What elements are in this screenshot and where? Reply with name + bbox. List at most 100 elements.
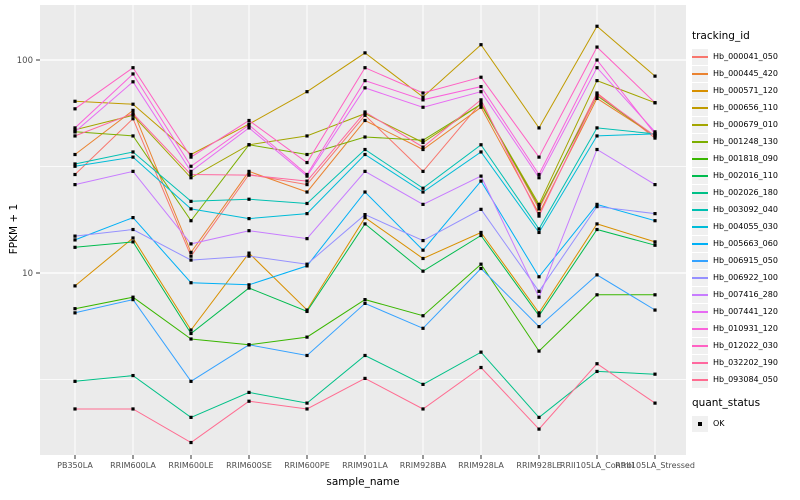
data-point bbox=[247, 286, 251, 290]
data-point bbox=[653, 74, 657, 78]
data-point bbox=[479, 365, 483, 370]
data-point bbox=[131, 295, 135, 299]
data-point bbox=[595, 79, 599, 83]
data-point bbox=[421, 140, 425, 145]
data-point bbox=[479, 179, 483, 183]
series-color-line bbox=[692, 293, 708, 296]
legend-item: Hb_002016_110 bbox=[692, 167, 778, 184]
data-point bbox=[421, 145, 425, 149]
data-point bbox=[479, 174, 483, 178]
legend-key-swatch bbox=[692, 235, 708, 252]
data-point bbox=[537, 427, 541, 431]
legend-item-label: Hb_001248_130 bbox=[713, 137, 778, 146]
legend-key-swatch bbox=[692, 371, 708, 388]
legend-item-label: Hb_010931_120 bbox=[713, 324, 778, 333]
data-point bbox=[305, 212, 309, 216]
data-point bbox=[363, 113, 367, 117]
data-point bbox=[363, 79, 367, 83]
data-point bbox=[305, 190, 309, 194]
data-point bbox=[421, 238, 425, 243]
legend-item-label: Hb_007441_120 bbox=[713, 307, 778, 316]
data-point bbox=[537, 155, 541, 159]
data-point bbox=[131, 407, 135, 411]
data-point bbox=[73, 164, 77, 168]
data-point bbox=[421, 98, 425, 102]
data-point bbox=[305, 160, 309, 165]
data-point bbox=[595, 293, 599, 297]
data-point bbox=[305, 201, 309, 206]
data-point bbox=[131, 66, 135, 70]
legend-item: Hb_001248_130 bbox=[692, 133, 778, 150]
x-tick-label: RRIM600PE bbox=[284, 461, 330, 470]
series-color-line bbox=[692, 123, 708, 126]
data-point bbox=[421, 256, 425, 261]
x-tick-label: RRIM600LE bbox=[168, 461, 213, 470]
data-point bbox=[131, 112, 135, 116]
data-point bbox=[479, 75, 483, 79]
data-point bbox=[363, 301, 367, 305]
y-axis-title: FPKM + 1 bbox=[8, 203, 20, 255]
data-point bbox=[131, 236, 135, 240]
legend-item-label: Hb_032202_190 bbox=[713, 358, 778, 367]
legend-key-swatch bbox=[692, 354, 708, 371]
data-point bbox=[131, 227, 135, 232]
x-tick-label: RRIM928LE bbox=[516, 461, 561, 470]
data-point bbox=[421, 147, 425, 152]
data-point bbox=[247, 254, 251, 258]
legend-item: Hb_003092_040 bbox=[692, 201, 778, 218]
data-point bbox=[595, 202, 599, 206]
legend-item: Hb_002026_180 bbox=[692, 184, 778, 201]
data-point bbox=[653, 219, 657, 223]
data-point bbox=[189, 176, 193, 180]
data-point bbox=[305, 183, 309, 187]
legend-item-label: Hb_000679_010 bbox=[713, 120, 778, 129]
data-point bbox=[247, 390, 251, 395]
data-point bbox=[479, 143, 483, 147]
data-point bbox=[537, 415, 541, 419]
data-point bbox=[595, 66, 599, 70]
data-point bbox=[363, 112, 367, 116]
data-point bbox=[653, 240, 657, 244]
x-tick-label: RRIM600SE bbox=[226, 461, 272, 470]
data-point bbox=[537, 275, 541, 279]
data-point bbox=[247, 173, 251, 177]
data-point bbox=[479, 43, 483, 47]
data-point bbox=[73, 407, 77, 411]
data-point bbox=[537, 230, 541, 235]
data-point bbox=[479, 105, 483, 109]
legend-item: Hb_007441_120 bbox=[692, 303, 778, 320]
data-point bbox=[189, 331, 193, 336]
x-tick-label: RRII105LA_Control bbox=[560, 461, 634, 470]
data-point bbox=[363, 213, 367, 217]
data-point bbox=[363, 86, 367, 90]
legend-item-label: Hb_000656_110 bbox=[713, 103, 778, 112]
legend-key-swatch bbox=[692, 167, 708, 184]
data-point bbox=[479, 350, 483, 354]
legend-key-swatch bbox=[692, 269, 708, 286]
x-tick-label: RRIM928LA bbox=[458, 461, 504, 470]
series-color-line bbox=[692, 55, 708, 58]
data-point bbox=[653, 212, 657, 216]
data-point bbox=[131, 150, 135, 154]
data-point bbox=[73, 126, 77, 130]
data-point bbox=[537, 126, 541, 130]
series-color-line bbox=[692, 208, 708, 211]
legend-item: Hb_001818_090 bbox=[692, 150, 778, 167]
data-point bbox=[653, 130, 657, 134]
data-point bbox=[73, 379, 77, 383]
data-point bbox=[421, 326, 425, 330]
data-point bbox=[479, 262, 483, 266]
data-point bbox=[363, 216, 367, 220]
series-color-line bbox=[692, 72, 708, 75]
data-point bbox=[305, 353, 309, 358]
data-point bbox=[653, 243, 657, 247]
data-point bbox=[421, 407, 425, 411]
data-point bbox=[73, 238, 77, 242]
data-point bbox=[131, 108, 135, 112]
data-point bbox=[189, 242, 193, 246]
legend-item-label: Hb_004055_030 bbox=[713, 222, 778, 231]
legend-item: Hb_000571_120 bbox=[692, 82, 778, 99]
legend-key-swatch bbox=[692, 82, 708, 99]
data-point bbox=[595, 204, 599, 209]
